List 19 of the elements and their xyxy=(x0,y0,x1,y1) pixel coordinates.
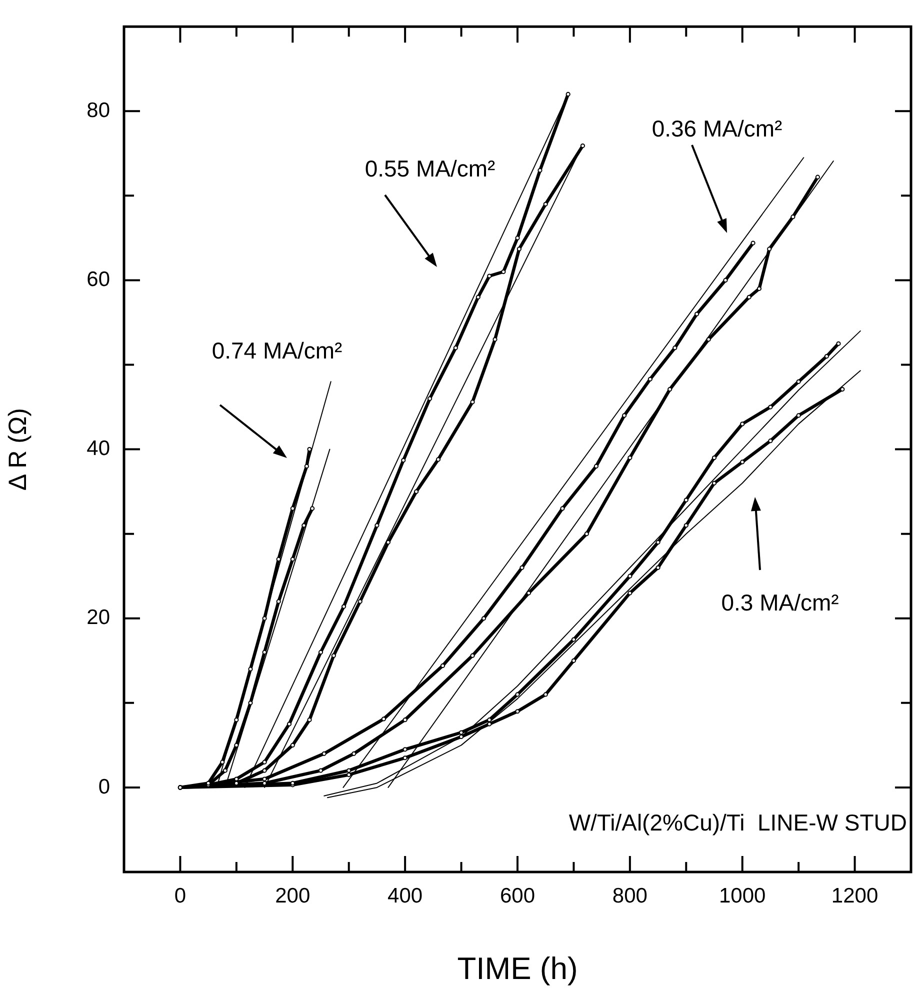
y-tick-label: 20 xyxy=(86,606,110,630)
y-tick-label: 60 xyxy=(86,268,110,292)
x-tick-label: 200 xyxy=(275,884,310,908)
x-axis-title: TIME (h) xyxy=(457,950,578,986)
annotation: 0.36 MA/cm² xyxy=(652,115,783,142)
x-tick-label: 800 xyxy=(612,884,648,908)
y-axis-title: Δ R (Ω) xyxy=(4,408,32,491)
x-tick-label: 0 xyxy=(174,884,186,908)
x-tick-label: 1200 xyxy=(831,884,878,908)
y-tick-label: 40 xyxy=(86,437,110,460)
x-tick-label: 400 xyxy=(388,884,423,908)
annotation: 0.74 MA/cm² xyxy=(212,337,343,364)
y-tick-label: 80 xyxy=(86,98,110,122)
x-tick-label: 600 xyxy=(500,884,536,908)
annotation: W/Ti/Al(2%Cu)/Ti LINE-W STUD xyxy=(568,809,907,836)
annotation: 0.55 MA/cm² xyxy=(364,155,496,182)
y-tick-label: 0 xyxy=(98,775,110,798)
x-tick-label: 1000 xyxy=(719,884,766,908)
annotation: 0.3 MA/cm² xyxy=(721,589,840,616)
